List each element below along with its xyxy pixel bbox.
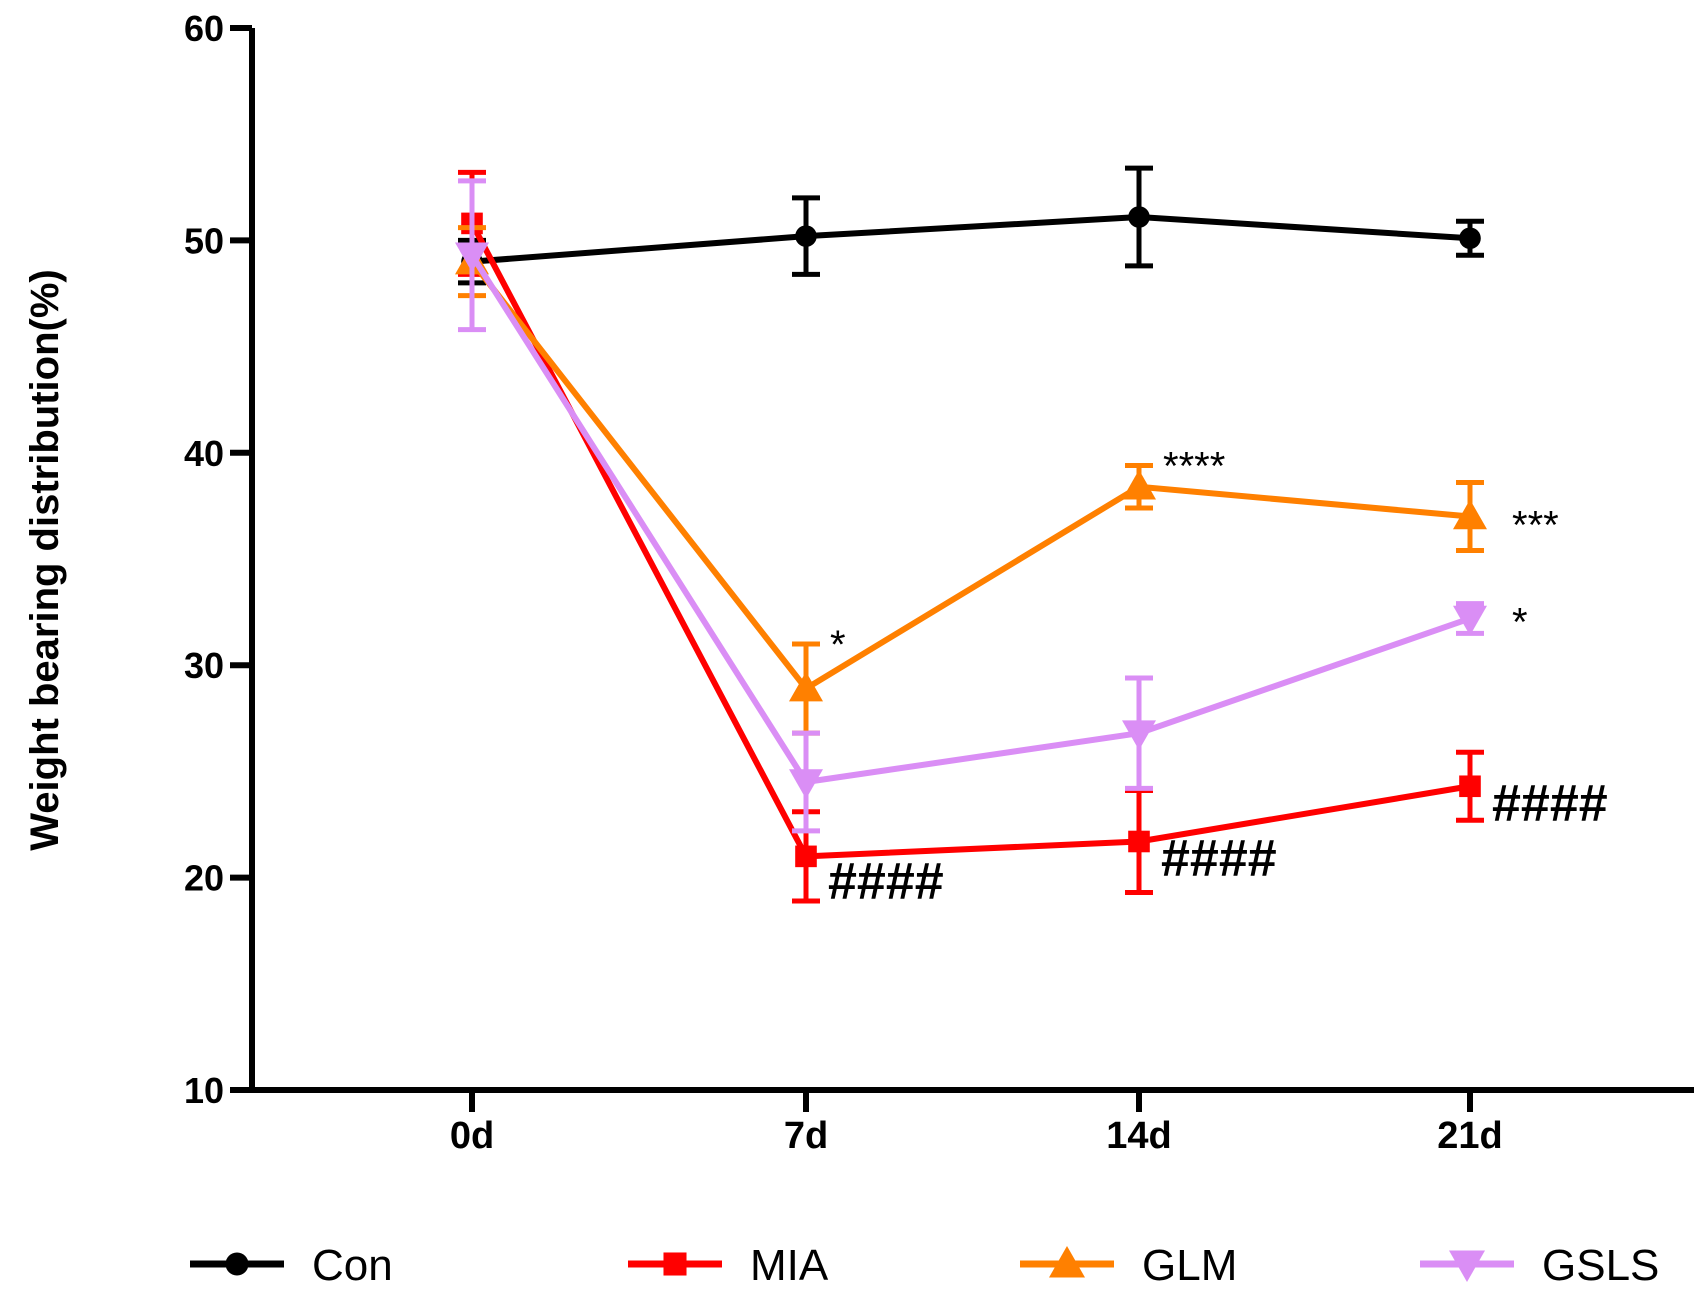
significance-label: *** bbox=[1512, 504, 1559, 548]
axes: 10 20 30 40 50 60 0d 7d 14d 21d Weight bearing dis… bbox=[23, 8, 1694, 1157]
legend-marker bbox=[1049, 1246, 1085, 1278]
x-tick-label: 0d bbox=[450, 1115, 494, 1157]
legend: Con MIA GLM GSLS bbox=[190, 1241, 1659, 1290]
series-con bbox=[458, 165, 1484, 286]
significance-label: #### bbox=[1492, 774, 1608, 832]
data-point bbox=[795, 845, 817, 868]
legend-item-con: Con bbox=[190, 1241, 393, 1290]
y-tick-label: 20 bbox=[184, 858, 224, 899]
data-point bbox=[455, 242, 489, 273]
data-point bbox=[795, 225, 817, 247]
significance-label: * bbox=[1512, 601, 1528, 645]
significance-label: **** bbox=[1163, 445, 1225, 489]
data-point bbox=[1122, 469, 1156, 500]
y-tick-label: 10 bbox=[184, 1070, 224, 1111]
significance-label: * bbox=[830, 623, 846, 667]
data-point bbox=[1128, 206, 1150, 228]
data-point bbox=[789, 769, 823, 800]
y-tick-label: 60 bbox=[184, 8, 224, 49]
legend-item-glm: GLM bbox=[1020, 1241, 1237, 1290]
data-point bbox=[1122, 720, 1156, 751]
data-point bbox=[1128, 830, 1150, 853]
legend-marker bbox=[663, 1252, 687, 1276]
x-tick-label: 7d bbox=[784, 1115, 828, 1157]
y-tick-label: 30 bbox=[184, 645, 224, 686]
data-point bbox=[1459, 775, 1481, 798]
legend-item-gsls: GSLS bbox=[1420, 1241, 1659, 1290]
legend-marker bbox=[1449, 1250, 1485, 1282]
series-line bbox=[471, 214, 1471, 265]
series-layer bbox=[455, 165, 1487, 904]
legend-label: Con bbox=[312, 1241, 393, 1290]
series-line bbox=[469, 259, 1471, 692]
legend-marker bbox=[225, 1252, 249, 1276]
legend-label: GLM bbox=[1142, 1241, 1237, 1290]
series-mia bbox=[458, 169, 1484, 904]
data-point bbox=[1453, 605, 1487, 636]
data-point bbox=[1459, 227, 1481, 250]
series-line bbox=[469, 253, 1471, 786]
series-line bbox=[469, 222, 1471, 860]
legend-label: MIA bbox=[750, 1241, 829, 1290]
y-axis-title: Weight bearing distribution(%) bbox=[23, 269, 67, 850]
y-tick-label: 40 bbox=[184, 433, 224, 474]
legend-item-mia: MIA bbox=[628, 1241, 829, 1290]
series-gsls bbox=[455, 178, 1487, 834]
data-point bbox=[1453, 499, 1487, 530]
y-tick-label: 50 bbox=[184, 220, 224, 261]
significance-label: #### bbox=[1161, 829, 1277, 887]
legend-label: GSLS bbox=[1542, 1241, 1659, 1290]
x-tick-label: 21d bbox=[1437, 1115, 1502, 1157]
annotations: *********#### ######## bbox=[828, 445, 1608, 911]
data-point bbox=[789, 671, 823, 702]
significance-label: #### bbox=[828, 852, 944, 910]
x-tick-label: 14d bbox=[1106, 1115, 1171, 1157]
